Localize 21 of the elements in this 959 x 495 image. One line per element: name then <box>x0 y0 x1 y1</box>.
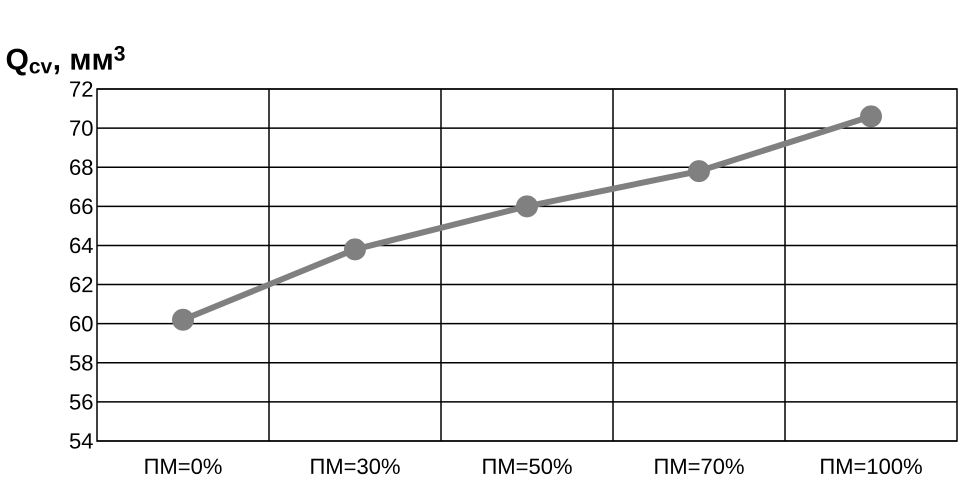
y-tick-label: 58 <box>70 354 93 371</box>
y-tick-label: 68 <box>70 159 93 176</box>
x-tick-label: ПМ=30% <box>311 458 400 474</box>
y-tick-label: 54 <box>70 433 93 449</box>
point <box>344 238 366 260</box>
x-tick-label: ПМ=100% <box>821 458 922 474</box>
y-tick-label: 64 <box>70 238 93 254</box>
point <box>688 160 710 182</box>
y-tick-label: 72 <box>70 81 92 97</box>
y-tick-label: 56 <box>70 394 93 410</box>
y-tick-label: 70 <box>70 120 93 136</box>
point <box>860 105 882 128</box>
point <box>516 195 538 218</box>
y-tick-label: 62 <box>70 276 92 292</box>
y-axis-title: Q$_{cv}$, мм$^{3}$ <box>6 46 125 76</box>
y-tick-label: 66 <box>70 198 93 214</box>
y-tick-label: 60 <box>70 316 93 332</box>
point <box>172 308 194 331</box>
x-tick-label: ПМ=50% <box>483 458 572 474</box>
x-tick-label: ПМ=70% <box>655 458 744 474</box>
x-tick-label: ПМ=0% <box>145 458 222 474</box>
